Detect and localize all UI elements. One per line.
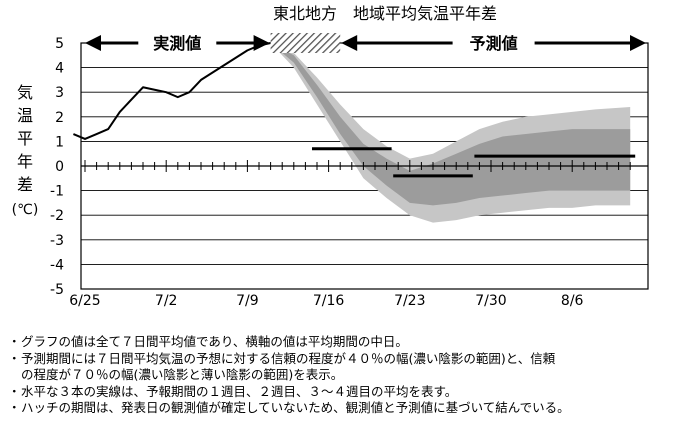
note-bullet: ・ bbox=[8, 350, 21, 366]
hatch-period-box bbox=[270, 33, 341, 53]
y-axis-label-char: 温 bbox=[17, 106, 33, 125]
x-tick-label: 7/16 bbox=[313, 293, 345, 309]
y-tick-label: 2 bbox=[55, 110, 64, 126]
y-tick-label: -4 bbox=[50, 257, 64, 273]
forecast-bands bbox=[270, 43, 631, 223]
chart-title: 東北地方 地域平均気温平年差 bbox=[273, 4, 497, 23]
data-lines bbox=[73, 42, 636, 178]
y-tick-label: -1 bbox=[50, 184, 64, 200]
y-axis-label-char: (℃) bbox=[12, 202, 39, 218]
x-tick-label: 7/30 bbox=[475, 293, 506, 309]
forecast-arrow-right-head bbox=[630, 35, 646, 51]
y-tick-label: 0 bbox=[55, 159, 64, 175]
axes bbox=[81, 160, 648, 172]
note-item: ・ハッチの期間は、発表日の観測値が確定していないため、観測値と予測値に基づいて結… bbox=[8, 400, 696, 417]
note-item: ・グラフの値は全て７日間平均値であり、横軸の値は平均期間の中日。 bbox=[8, 334, 696, 351]
note-bullet: ・ bbox=[8, 383, 21, 399]
note-bullet: ・ bbox=[8, 334, 21, 349]
observed-series-line bbox=[73, 42, 271, 140]
note-item: ・水平な３本の実線は、予報期間の１週目、２週目、３～４週目の平均を表す。 bbox=[8, 384, 696, 401]
forecast-arrow-left-head bbox=[341, 35, 358, 51]
y-axis-label-char: 平 bbox=[17, 129, 33, 148]
band-40-percent bbox=[270, 43, 631, 206]
forecast-label-bg bbox=[452, 33, 535, 53]
x-tick-label: 8/6 bbox=[561, 293, 584, 309]
observed-label: 実測値 bbox=[153, 34, 201, 53]
x-tick-label: 6/25 bbox=[69, 293, 100, 309]
period-header: 実測値 予測値 bbox=[85, 33, 646, 53]
y-tick-label: 1 bbox=[55, 134, 64, 150]
note-text: の程度が７０％の幅(濃い陰影と薄い陰影の範囲)を表示。 bbox=[21, 367, 344, 382]
y-axis-label-char: 年 bbox=[17, 152, 33, 171]
chart-text: 5 4 3 2 1 0 -1 -2 -3 -4 -5 6/25 7/2 7/9 7/16 7/23 7/30 8/… bbox=[12, 4, 584, 309]
y-tick-label: -5 bbox=[50, 282, 64, 298]
observed-arrow-right-head bbox=[253, 35, 270, 51]
observed-label-bg bbox=[138, 33, 217, 53]
y-axis-label-char: 差 bbox=[17, 175, 33, 194]
note-text: ハッチの期間は、発表日の観測値が確定していないため、観測値と予測値に基づいて結ん… bbox=[21, 400, 570, 415]
notes-list: ・グラフの値は全て７日間平均値であり、横軸の値は平均期間の中日。・予測期間には７… bbox=[8, 334, 696, 417]
y-tick-label: 4 bbox=[55, 61, 64, 77]
x-tick-label: 7/9 bbox=[236, 293, 259, 309]
y-tick-label: 5 bbox=[55, 36, 64, 52]
note-text: グラフの値は全て７日間平均値であり、横軸の値は平均期間の中日。 bbox=[21, 334, 408, 349]
note-item: ・予測期間には７日間平均気温の予想に対する信頼の程度が４０％の幅(濃い陰影の範囲… bbox=[8, 351, 696, 384]
y-tick-label: -3 bbox=[50, 233, 64, 249]
note-text: 予測期間には７日間平均気温の予想に対する信頼の程度が４０％の幅(濃い陰影の範囲)… bbox=[21, 350, 556, 366]
note-bullet: ・ bbox=[8, 400, 21, 415]
y-tick-label: -2 bbox=[50, 208, 64, 224]
x-tick-label: 7/2 bbox=[155, 293, 178, 309]
forecast-label: 予測値 bbox=[470, 34, 518, 53]
y-axis-label-char: 気 bbox=[17, 83, 33, 102]
y-tick-label: 3 bbox=[55, 85, 64, 101]
note-text: 水平な３本の実線は、予報期間の１週目、２週目、３～４週目の平均を表す。 bbox=[21, 383, 458, 399]
x-tick-label: 7/23 bbox=[394, 293, 425, 309]
observed-arrow-left-head bbox=[85, 35, 101, 51]
